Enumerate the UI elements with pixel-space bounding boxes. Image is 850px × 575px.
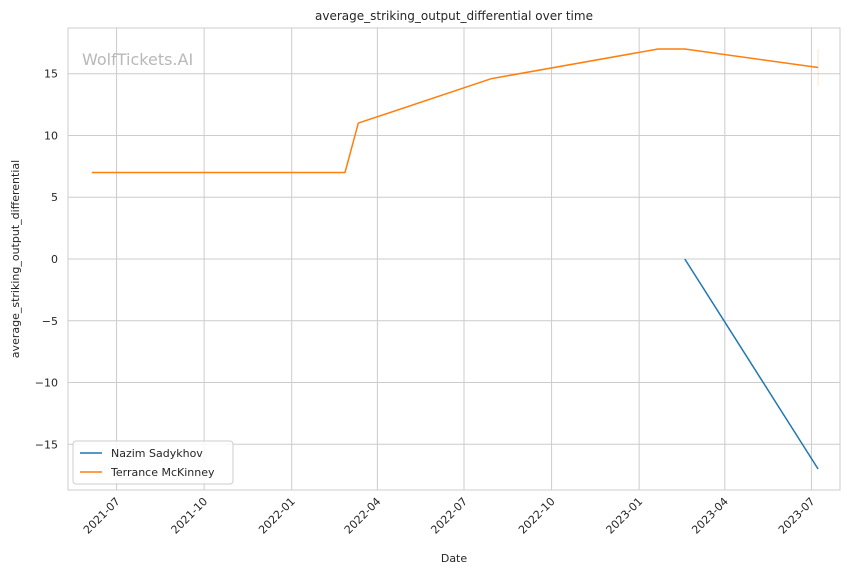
y-tick-label: 0 — [51, 253, 58, 266]
x-axis-title: Date — [441, 552, 468, 565]
legend: Nazim Sadykhov Terrance McKinney — [72, 440, 234, 485]
y-axis-title: average_striking_output_differential — [9, 160, 22, 358]
watermark: WolfTickets.AI — [82, 50, 193, 69]
y-tick-label: −15 — [35, 438, 58, 451]
y-tick-label: −10 — [35, 377, 58, 390]
y-tick-labels: −15 −10 −5 0 5 10 15 — [35, 68, 58, 452]
series-line-nazim-sadykhov — [684, 258, 819, 470]
grid — [68, 28, 840, 490]
y-tick-label: −5 — [42, 315, 58, 328]
series-layer — [91, 48, 819, 470]
plot-frame — [67, 27, 841, 491]
y-tick-label: 10 — [44, 129, 58, 142]
legend-label-nazim-sadykhov: Nazim Sadykhov — [111, 447, 203, 460]
y-tick-label: 15 — [44, 68, 58, 81]
legend-box — [72, 440, 234, 485]
legend-label-terrance-mckinney: Terrance McKinney — [110, 466, 215, 479]
chart-title: average_striking_output_differential ove… — [315, 9, 593, 23]
series-line-terrance-mckinney — [91, 48, 819, 174]
y-tick-label: 5 — [51, 191, 58, 204]
